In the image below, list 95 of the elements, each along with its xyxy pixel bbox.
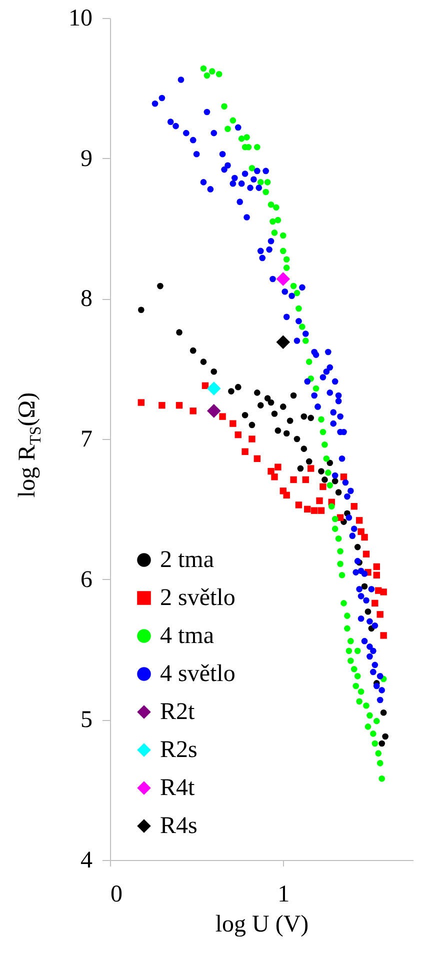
y-tick-label: 10 (68, 6, 92, 32)
y-tick-label: 9 (80, 146, 92, 172)
point (157, 282, 164, 290)
y-tick-label: 4 (80, 848, 92, 874)
point (242, 412, 248, 418)
point (206, 404, 221, 418)
point (356, 517, 363, 524)
point (336, 514, 344, 521)
point (230, 420, 236, 427)
point (248, 422, 256, 428)
point (373, 572, 380, 578)
point (307, 465, 314, 472)
y-tick-label: 5 (80, 707, 92, 734)
legend-label: 4 světlo (160, 661, 236, 687)
point (271, 474, 278, 480)
y-tick-label: 6 (80, 566, 92, 593)
point (295, 502, 302, 508)
point (304, 506, 311, 513)
point (340, 474, 348, 480)
y-tick-label: 8 (80, 286, 92, 312)
point (190, 347, 196, 354)
x-tick-label: 1 (278, 882, 290, 908)
point (294, 436, 300, 442)
point (274, 464, 282, 470)
point (283, 492, 290, 498)
point (210, 368, 218, 375)
point (350, 503, 358, 510)
point (138, 306, 144, 314)
point (248, 436, 256, 442)
point (268, 468, 274, 475)
point (376, 611, 384, 618)
point (206, 382, 221, 396)
point (318, 507, 325, 514)
legend-label: 4 tma (160, 623, 214, 649)
point (242, 448, 248, 455)
y-tick-label: 7 (80, 426, 92, 452)
point (300, 446, 308, 452)
point (306, 458, 312, 465)
point (268, 399, 274, 406)
point (176, 329, 182, 336)
legend-label: R4s (160, 813, 198, 839)
point (271, 410, 278, 417)
point (302, 476, 310, 484)
point (310, 507, 318, 514)
point (234, 431, 242, 438)
point (373, 563, 380, 570)
point (335, 489, 342, 496)
point (290, 476, 297, 484)
point (332, 478, 338, 484)
point (290, 392, 297, 399)
point (361, 534, 368, 541)
point (382, 733, 388, 740)
point (274, 427, 282, 434)
point (254, 455, 261, 462)
point (190, 408, 196, 414)
point (176, 402, 183, 409)
point (257, 402, 264, 408)
legend-label: R4t (160, 775, 196, 801)
point (200, 358, 207, 365)
point (380, 709, 387, 716)
point (276, 335, 290, 350)
legend-label: R2t (160, 699, 196, 725)
point (234, 384, 242, 390)
point (318, 468, 324, 474)
point (380, 588, 387, 596)
point (364, 608, 372, 615)
point (297, 465, 304, 472)
point (308, 414, 314, 422)
point (372, 600, 378, 607)
point (320, 483, 326, 490)
point (276, 272, 290, 286)
point (254, 390, 260, 396)
x-axis-title: log U (V) (215, 912, 309, 938)
point (286, 418, 294, 424)
legend-label: 2 tma (160, 547, 214, 573)
point (264, 395, 271, 402)
point (322, 476, 328, 483)
point (280, 404, 286, 410)
point (138, 399, 145, 406)
point (358, 528, 364, 535)
point (354, 544, 361, 550)
point (361, 583, 368, 590)
legend-label: 2 světlo (160, 585, 236, 611)
point (378, 740, 385, 747)
point (228, 388, 234, 394)
point (219, 413, 226, 420)
x-tick-label: 0 (110, 882, 122, 908)
point (326, 460, 334, 466)
point (362, 550, 370, 558)
point (316, 497, 323, 504)
point (158, 402, 166, 409)
point (283, 430, 290, 437)
legend-label: R2s (160, 737, 198, 763)
point (380, 632, 387, 639)
point (300, 413, 308, 420)
